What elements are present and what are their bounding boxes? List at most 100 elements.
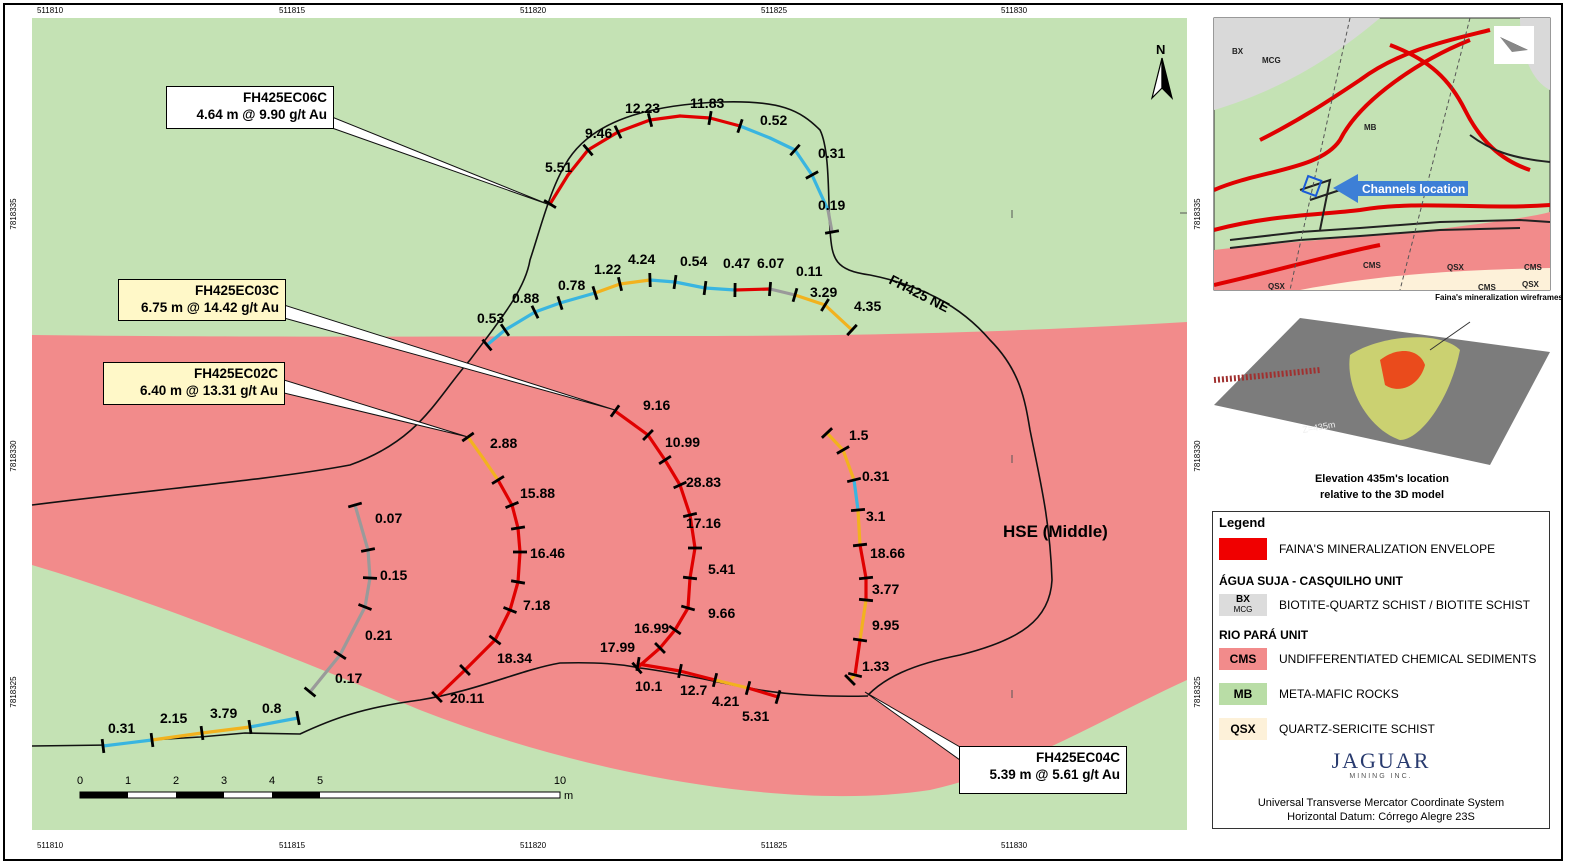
channel-segment [636, 662, 682, 673]
channel-segment [768, 287, 797, 297]
legend-code: MCG [1233, 605, 1253, 614]
sample-tick [852, 637, 868, 643]
channel-segment [825, 431, 845, 452]
legend-label: META-MAFIC ROCKS [1279, 687, 1399, 701]
sample-tick [791, 287, 799, 303]
x-coordinates-top: 511810 511815 511820 511825 511830 [37, 6, 1028, 15]
company-logo-sub: MINING INC. [1349, 773, 1413, 780]
channel-segment [463, 638, 497, 672]
grade-label: 11.83 [690, 95, 724, 111]
inset-label-mcg: MCG [1262, 56, 1281, 65]
channel-segment [713, 678, 750, 690]
channel-grade-labels: 5.51 9.46 12.23 11.83 0.52 0.31 0.19 0.53 0.88 0.… [108, 95, 905, 736]
grade-label: 15.88 [520, 485, 555, 501]
channel-segment [708, 116, 742, 128]
sample-tick [820, 427, 834, 439]
channel-segment [548, 173, 570, 206]
callout-leaders [283, 116, 961, 761]
sample-tick [774, 689, 782, 705]
sample-tick [360, 547, 376, 553]
legend-header: RIO PARÁ UNIT [1219, 628, 1309, 642]
channel-segment [466, 435, 485, 460]
sample-tick [768, 281, 772, 297]
channel-segment [678, 669, 717, 682]
scale-label: 10 [554, 775, 566, 787]
scale-label: 5 [317, 775, 323, 787]
channel-segment [733, 287, 772, 292]
grade-label: 18.66 [870, 545, 905, 561]
sample-tick [333, 650, 347, 660]
sample-tick [744, 680, 752, 696]
map-frame [3, 3, 1563, 861]
channel-segment [852, 478, 860, 512]
scale-label: 0 [77, 775, 83, 787]
grade-label: 3.79 [210, 705, 237, 721]
channel-segment [646, 433, 667, 462]
grade-label: 0.17 [335, 670, 362, 686]
grade-label: 7.18 [523, 597, 550, 613]
y-coordinate-label: 7818330 [1193, 440, 1202, 472]
channel-segment [510, 503, 520, 530]
legend-label: BIOTITE-QUARTZ SCHIST / BIOTITE SCHIST [1279, 598, 1530, 612]
sample-tick [847, 671, 863, 679]
legend-label: UNDIFFERENTIATED CHEMICAL SEDIMENTS [1279, 652, 1537, 666]
sample-tick [789, 143, 801, 157]
channel-segment [856, 508, 862, 547]
grade-label: 17.99 [600, 639, 635, 655]
sample-tick [488, 634, 502, 646]
channel-segment [338, 605, 367, 657]
channel-segment [648, 278, 677, 284]
channel-segment [810, 173, 830, 212]
legend-label: QUARTZ-SERICITE SCHIST [1279, 722, 1435, 736]
x-coordinate-label: 511830 [1001, 841, 1028, 850]
sample-tick [846, 476, 862, 484]
legend-swatch: CMS [1219, 648, 1267, 670]
inset-label-cms: CMS [1363, 261, 1381, 270]
callout-result: 6.75 m @ 14.42 g/t Au [141, 300, 279, 315]
channel-segment [858, 598, 868, 642]
grade-label: 17.16 [686, 515, 721, 531]
sample-tick [510, 525, 526, 531]
grade-label: 16.46 [530, 545, 565, 561]
channel-segment [150, 731, 204, 742]
grade-label: 4.21 [712, 693, 739, 709]
legend-code: BX [1236, 594, 1250, 605]
legend-item-bx-mcg: BX MCG BIOTITE-QUARTZ SCHIST / BIOTITE S… [1213, 594, 1549, 618]
sample-tick [702, 280, 708, 296]
channel-segment [493, 608, 512, 642]
channel-segment [481, 456, 500, 482]
grade-label: 28.83 [686, 474, 721, 490]
channel-segment [658, 628, 677, 650]
legend-swatch: QSX [1219, 718, 1267, 740]
grade-label: 9.66 [708, 605, 735, 621]
grade-label: 4.35 [854, 298, 881, 314]
grade-label: 5.41 [708, 561, 735, 577]
channel-segment [663, 458, 682, 487]
callout-id: FH425EC04C [1035, 750, 1120, 765]
model-3d-inset: Faina's mineralization wireframes Z=435m… [1213, 293, 1563, 501]
channel-segment [768, 136, 797, 152]
sample-tick [499, 323, 511, 337]
grade-label: 9.16 [643, 397, 670, 413]
grade-label: 0.31 [818, 145, 845, 161]
x-coordinate-label: 511820 [520, 841, 547, 850]
grade-label: 4.24 [628, 251, 655, 267]
model-caption-line1: Elevation 435m's location [1315, 473, 1449, 485]
sample-tick [149, 732, 155, 748]
channel-segment [613, 409, 650, 437]
x-coordinates-bottom: 511810 511815 511820 511825 511830 [37, 841, 1028, 850]
sample-tick [502, 606, 518, 614]
crs-line1: Universal Transverse Mercator Coordinate… [1257, 797, 1505, 809]
grade-label: 0.8 [262, 700, 282, 716]
channel-segment [688, 513, 697, 550]
grade-label: 0.78 [558, 277, 585, 293]
channel-segment [853, 638, 862, 677]
channel-segment [793, 148, 814, 177]
x-coordinate-label: 511820 [520, 6, 547, 15]
sample-tick [491, 475, 505, 485]
channel-segment [516, 526, 522, 554]
grade-label: 0.11 [796, 263, 823, 279]
sample-tick [357, 603, 373, 611]
sample-tick [591, 285, 599, 301]
north-arrow-icon: N [1150, 42, 1174, 100]
